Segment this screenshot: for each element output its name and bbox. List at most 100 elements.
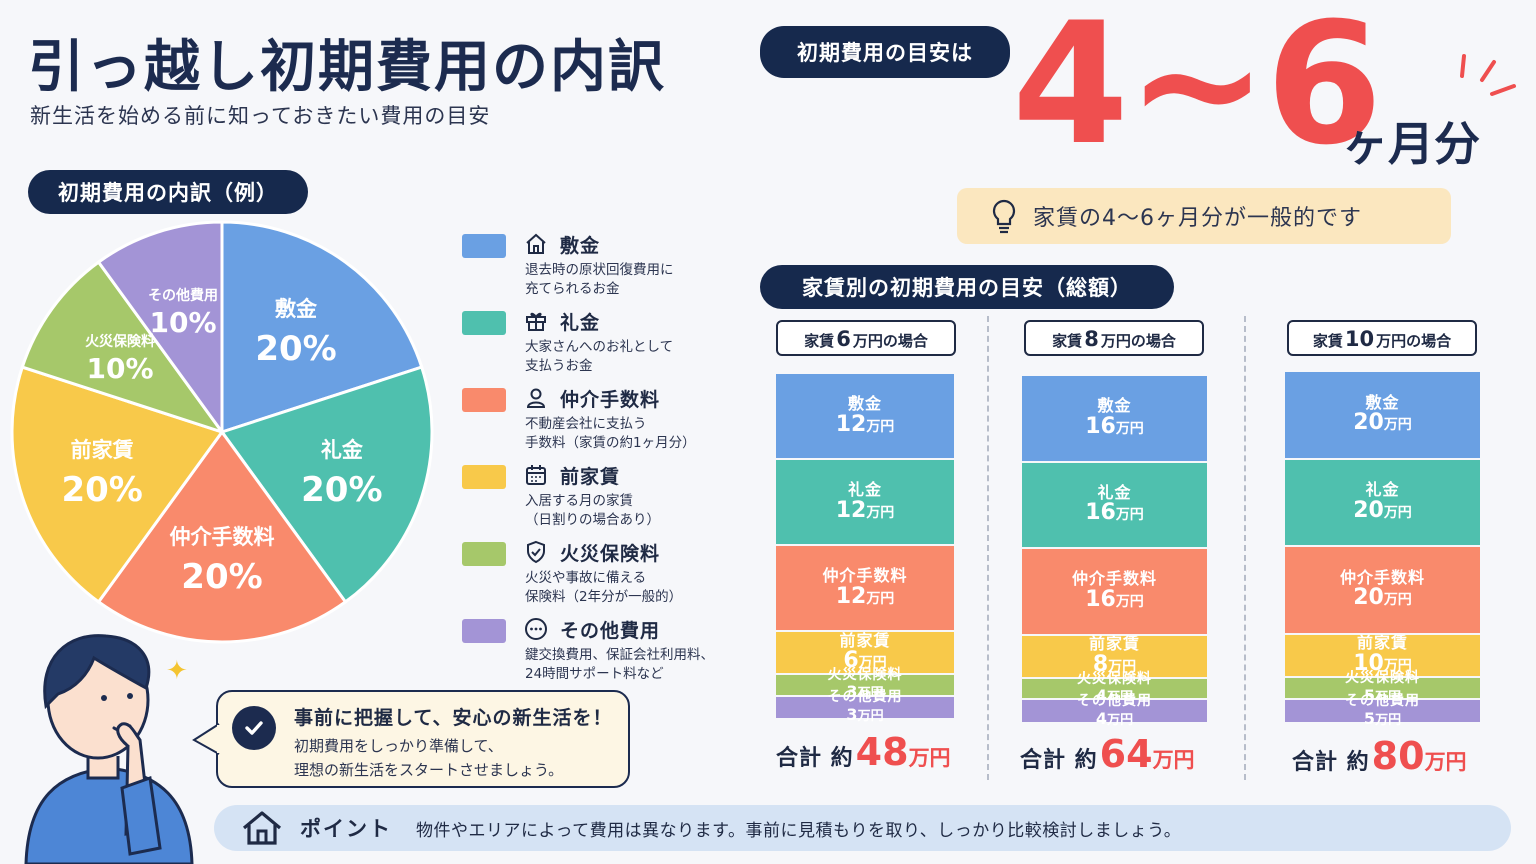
legend-desc: 不動産会社に支払う 手数料（家賃の約1ヶ月分）	[525, 416, 696, 451]
segment-value: 20万円	[1353, 585, 1412, 611]
speech-body: 初期費用をしっかり準備して、 理想の新生活をスタートさせましょう。	[294, 737, 564, 779]
rent-amount: 10	[1344, 327, 1375, 351]
segment-value: 10万円	[1353, 651, 1412, 677]
point-label: ポイント	[300, 817, 392, 841]
legend-desc: 入居する月の家賃 （日割りの場合あり）	[525, 493, 660, 528]
by-rent-pill: 家賃別の初期費用の目安（総額）	[760, 265, 1174, 309]
segment-label: その他費用	[1077, 693, 1152, 710]
total-label: 合計 約	[1292, 750, 1370, 775]
legend-swatch	[462, 311, 506, 335]
rent-amount: 8	[1084, 327, 1099, 351]
pie-slice-reikin	[219, 365, 434, 604]
speech-bubble	[216, 690, 630, 788]
segment-label: 礼金	[1365, 480, 1400, 500]
person-icon	[526, 388, 546, 408]
total-unit: 万円	[1152, 748, 1195, 772]
segment-label: 仲介手数料	[822, 566, 908, 586]
lightbulb-icon	[992, 199, 1016, 234]
stacked-bar: 敷金 20万円 礼金 20万円 仲介手数料 20万円 前家賃 10万円 火災保険料 5万円 その他費…	[1285, 372, 1480, 727]
bar-segment-other: その他費用 3万円	[776, 690, 954, 723]
house-icon	[242, 811, 282, 845]
segment-label: 敷金	[847, 394, 882, 414]
point-bar: ポイント 物件やエリアによって費用は異なります。事前に見積もりを取り、しっかり比…	[214, 805, 1511, 851]
total-unit: 万円	[1424, 750, 1467, 774]
bar-segment-shikikin: 敷金 20万円	[1285, 372, 1480, 460]
pie-label-value: 20%	[301, 470, 382, 510]
rent-prefix: 家賃	[1052, 332, 1083, 350]
total-label: 合計 約	[776, 746, 854, 771]
bar-segment-kasai: 火災保険料 3万円	[776, 667, 954, 701]
pie-label-name: 礼金	[321, 438, 364, 462]
page-subtitle: 新生活を始める前に知っておきたい費用の目安	[30, 104, 491, 128]
pie-label-value: 20%	[181, 557, 262, 597]
total-unit: 万円	[908, 746, 951, 770]
stacked-bar: 敷金 12万円礼金 12万円 仲介手数料 12万円 前家賃 6万円 火災保険料 3万円 その他費用…	[776, 374, 954, 723]
segment-value: 6万円	[843, 648, 887, 674]
legend-desc: 火災や事故に備える 保険料（2年分が一般的）	[525, 570, 683, 605]
legend-item-other: その他費用 鍵交換費用、保証会社利用料、 24時間サポート料など	[462, 615, 762, 692]
segment-value: 16万円	[1085, 586, 1144, 612]
segment-value: 16万円	[1085, 500, 1144, 526]
guideline-number: 4~6	[1012, 0, 1383, 182]
check-icon	[232, 706, 276, 750]
legend-swatch	[462, 388, 506, 412]
bar-segment-other: その他費用 4万円	[1022, 693, 1207, 727]
segment-value: 20万円	[1353, 497, 1412, 523]
segment-label: その他費用	[827, 689, 903, 706]
pie-label-name: 火災保険料	[85, 333, 155, 350]
rent-prefix: 家賃	[1312, 332, 1343, 350]
pie-label-name: その他費用	[148, 287, 218, 304]
legend-title: 礼金	[560, 312, 601, 334]
segment-value: 4万円	[1095, 708, 1134, 728]
guideline-note: 家賃の4～6ヶ月分が一般的です	[957, 188, 1451, 244]
pie-legend: 敷金 退去時の原状回復費用に 充てられるお金 礼金 大家さんへのお礼として 支払…	[462, 230, 762, 692]
more-dots-icon	[525, 618, 547, 640]
segment-label: その他費用	[1345, 693, 1420, 710]
segment-value: 20万円	[1353, 410, 1412, 436]
column-total: 合計 約 80 万円	[1292, 734, 1467, 778]
legend-swatch	[462, 465, 506, 489]
segment-label: 礼金	[847, 480, 882, 500]
legend-desc: 鍵交換費用、保証会社利用料、 24時間サポート料など	[525, 647, 714, 682]
gift-icon	[526, 312, 546, 331]
legend-item-chukai: 仲介手数料 不動産会社に支払う 手数料（家賃の約1ヶ月分）	[462, 384, 762, 461]
segment-label: 火災保険料	[827, 666, 903, 683]
bar-segment-maeyachin: 前家賃 8万円	[1022, 635, 1207, 679]
legend-title: 火災保険料	[560, 543, 661, 565]
total-label: 合計 約	[1020, 748, 1098, 773]
pie-slice-other	[96, 220, 224, 437]
rent-amount: 6	[836, 327, 851, 351]
legend-desc: 退去時の原状回復費用に 充てられるお金	[525, 262, 674, 297]
shield-icon	[527, 540, 545, 564]
segment-value: 8万円	[1092, 651, 1137, 677]
thinking-person-illustration	[24, 634, 194, 864]
legend-item-maeyachin: 前家賃 入居する月の家賃 （日割りの場合あり）	[462, 461, 762, 538]
point-text: 物件やエリアによって費用は異なります。事前に見積もりを取り、しっかり比較検討しま…	[416, 820, 1182, 841]
guideline-pill: 初期費用の目安は	[760, 26, 1010, 78]
bar-segment-shikikin: 敷金 16万円	[1022, 376, 1207, 463]
segment-label: 前家賃	[839, 630, 891, 650]
segment-label: 仲介手数料	[1339, 567, 1425, 587]
pie-label-name: 仲介手数料	[170, 525, 275, 549]
bar-segment-shikikin: 敷金 12万円	[776, 374, 954, 460]
segment-label: 敷金	[1097, 396, 1132, 416]
breakdown-pill: 初期費用の内訳（例）	[28, 170, 308, 214]
bar-segment-reikin: 礼金 20万円	[1285, 459, 1480, 547]
page-title: 引っ越し初期費用の内訳	[28, 35, 666, 100]
bar-segment-chukai: 仲介手数料 12万円	[776, 546, 954, 632]
sparkle-icon: ✦	[166, 656, 188, 686]
pie-slice-chukai	[96, 429, 348, 644]
bar-segment-chukai: 仲介手数料 20万円	[1285, 547, 1480, 635]
calendar-icon	[526, 465, 546, 485]
pie-slice-shikikin	[220, 220, 424, 435]
segment-value: 12万円	[835, 583, 895, 609]
legend-title: その他費用	[560, 620, 661, 642]
house-icon	[526, 233, 546, 254]
rent-suffix: 万円の場合	[852, 332, 928, 350]
total-value: 80	[1371, 734, 1425, 778]
legend-item-kasai: 火災保険料 火災や事故に備える 保険料（2年分が一般的）	[462, 538, 762, 615]
legend-item-reikin: 礼金 大家さんへのお礼として 支払うお金	[462, 307, 762, 384]
segment-label: 火災保険料	[1345, 670, 1420, 687]
rent-column-header: 家賃 6 万円の場合	[776, 320, 956, 356]
pie-label-name: 敷金	[275, 297, 318, 321]
